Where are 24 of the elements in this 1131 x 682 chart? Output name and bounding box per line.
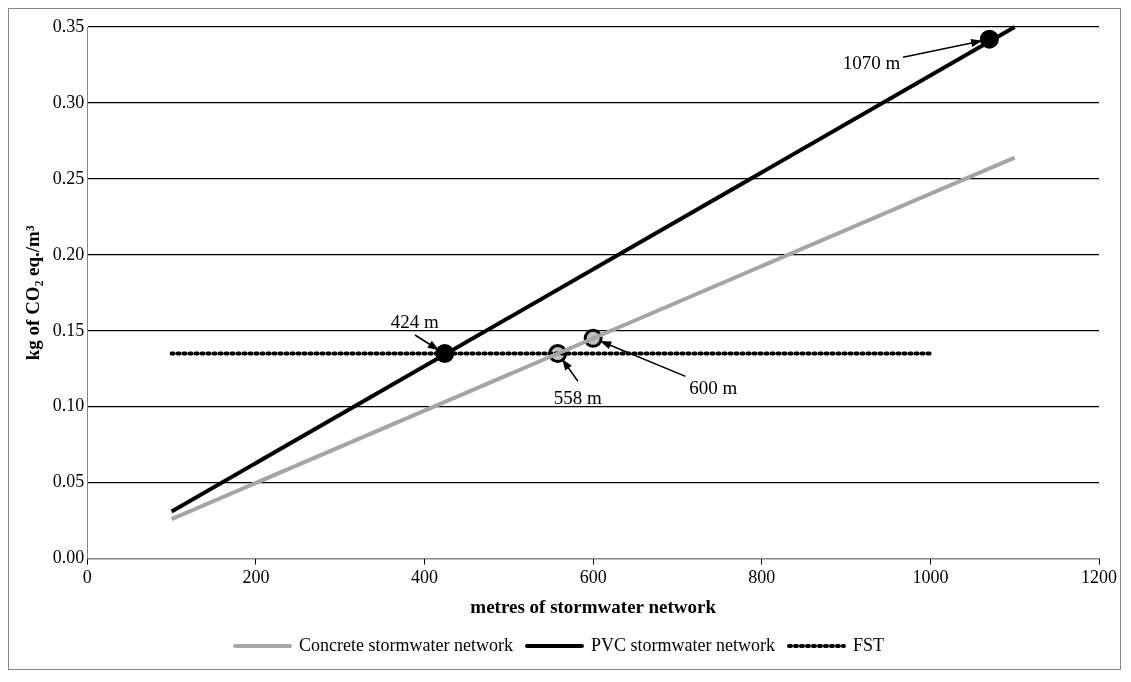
- y-tick-label: 0.35: [52, 15, 85, 36]
- x-tick-label: 0: [82, 567, 92, 588]
- y-axis-title: kg of CO₂ eq./m³: [22, 225, 44, 361]
- legend-label: Concrete stormwater network: [299, 634, 513, 655]
- annotation: 1070 m: [842, 52, 901, 74]
- x-axis-title: metres of stormwater network: [470, 595, 717, 617]
- y-tick-label: 0.20: [52, 243, 85, 264]
- x-tick-label: 400: [411, 567, 439, 588]
- x-tick-label: 1000: [912, 567, 949, 588]
- x-tick-label: 200: [242, 567, 270, 588]
- y-tick-label: 0.00: [52, 547, 85, 568]
- y-tick-label: 0.15: [52, 319, 85, 340]
- y-tick-label: 0.30: [52, 91, 85, 112]
- annotation: 600 m: [689, 377, 738, 399]
- y-tick-label: 0.05: [52, 471, 85, 492]
- legend-label: FST: [852, 634, 884, 655]
- x-tick-label: 1200: [1081, 567, 1117, 588]
- annotation: 558 m: [553, 386, 602, 408]
- legend-label: PVC stormwater network: [590, 634, 775, 655]
- y-tick-label: 0.25: [52, 167, 85, 188]
- annotation: 424 m: [390, 310, 439, 332]
- y-tick-label: 0.10: [52, 395, 85, 416]
- x-tick-label: 600: [579, 567, 607, 588]
- x-tick-label: 800: [748, 567, 776, 588]
